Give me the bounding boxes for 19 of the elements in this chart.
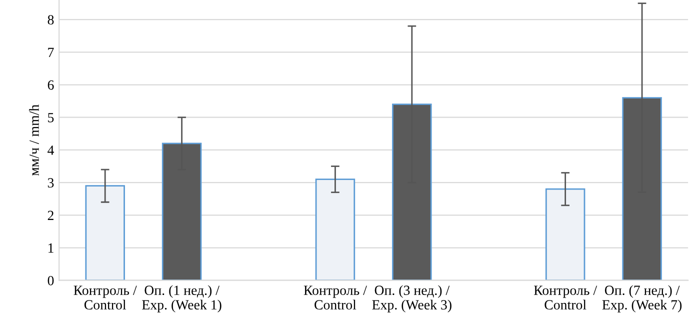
x-tick-label: Оп. (1 нед.) / Exp. (Week 1) [142,285,222,312]
x-tick-label: Оп. (7 нед.) / Exp. (Week 7) [602,285,682,312]
y-tick-label: 7 [48,48,54,57]
x-tick-label: Контроль / Control [534,286,598,310]
y-tick-label: 4 [48,146,54,155]
bar [315,178,356,280]
y-tick-label: 2 [48,210,54,220]
y-axis-title: мм/ч / mm/h [29,104,39,176]
y-tick-label: 8 [48,15,54,25]
y-tick-label: 3 [48,178,54,188]
x-tick-label: Оп. (3 нед.) / Exp. (Week 3) [372,285,452,312]
x-tick-label: Контроль / Control [74,286,137,310]
y-tick-label: 0 [48,276,54,286]
x-tick-label: Контроль / Control [304,286,367,310]
bar [85,185,125,280]
y-tick-label: 1 [48,243,54,253]
y-tick-label: 5 [48,113,54,122]
bar [545,188,586,280]
y-tick-label: 6 [48,80,54,90]
